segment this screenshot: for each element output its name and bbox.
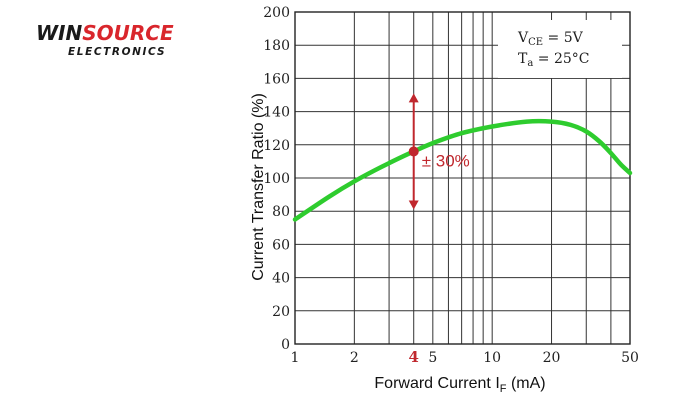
- logo-name-part2: SOURCE: [82, 21, 174, 45]
- y-axis-label: Current Transfer Ratio (%): [250, 93, 267, 281]
- x-tick-label: 20: [543, 350, 561, 366]
- y-tick-label: 120: [263, 138, 290, 154]
- y-tick-label: 80: [272, 204, 290, 220]
- y-tick-label: 40: [272, 271, 290, 287]
- y-tick-label: 140: [263, 105, 290, 121]
- y-tick-label: 180: [263, 38, 290, 54]
- arrow-up-icon: [408, 93, 419, 103]
- condition-vce: VCE = 5V: [517, 30, 584, 48]
- y-tick-label: 160: [263, 71, 290, 87]
- plot-frame: [294, 11, 631, 345]
- y-tick-label: 60: [272, 237, 290, 253]
- tick-labels: 0 20 40 60 80 100 120 140 160 180 200 1 2 5 10 20 50: [263, 5, 639, 366]
- test-conditions-box: VCE = 5V Ta = 25°C: [498, 20, 622, 78]
- plot-area: [294, 11, 631, 345]
- winsource-logo: WINSOURCE ELECTRONICS: [36, 21, 174, 58]
- x-axis-label: Forward Current IF (mA): [374, 375, 545, 395]
- x-tick-label: 1: [291, 350, 300, 366]
- x-tick-label: 5: [428, 350, 437, 366]
- operating-point-marker: [408, 146, 419, 157]
- logo-subtitle: ELECTRONICS: [68, 46, 166, 58]
- logo-name-part1: WIN: [36, 21, 83, 45]
- logo-text: WINSOURCE: [36, 21, 174, 45]
- condition-ta: Ta = 25°C: [518, 51, 589, 69]
- y-tick-label: 0: [281, 337, 290, 353]
- arrow-down-icon: [408, 200, 419, 210]
- ctr-curve: [292, 118, 633, 222]
- annotation-layer: ± 30% 4: [408, 93, 470, 366]
- x-tick-label: 50: [621, 350, 639, 366]
- y-tick-label: 200: [263, 5, 290, 21]
- y-tick-label: 20: [272, 304, 290, 320]
- y-tick-label: 100: [263, 171, 290, 187]
- highlighted-x-tick-label: 4: [408, 348, 418, 366]
- conditions-background: [498, 20, 622, 78]
- x-tick-label: 2: [350, 350, 359, 366]
- x-tick-label: 10: [483, 350, 501, 366]
- series-layer: [292, 118, 633, 222]
- tolerance-label: ± 30%: [422, 151, 470, 170]
